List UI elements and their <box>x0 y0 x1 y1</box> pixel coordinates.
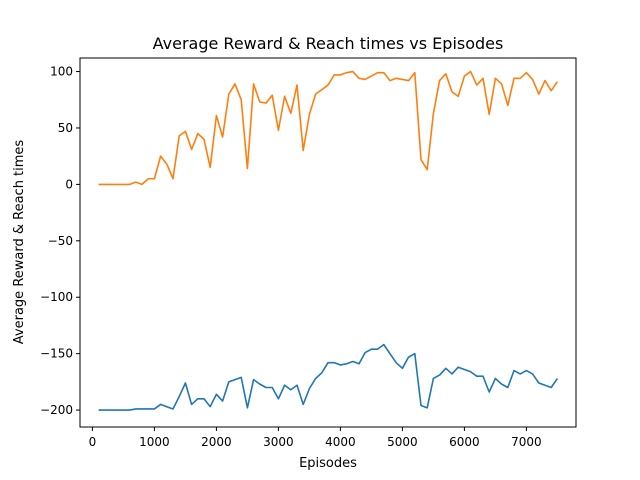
y-tick-label: −50 <box>48 234 73 248</box>
series-line-1 <box>98 343 559 411</box>
x-tick-label: 3000 <box>263 435 294 449</box>
x-axis-label: Episodes <box>299 456 357 471</box>
chart-title: Average Reward & Reach times vs Episodes <box>153 34 504 53</box>
y-tick-label: 100 <box>50 65 73 79</box>
x-tick-label: 0 <box>89 435 97 449</box>
y-axis-label: Average Reward & Reach times <box>12 140 27 345</box>
y-tick-label: 50 <box>58 121 73 135</box>
x-tick-label: 4000 <box>325 435 356 449</box>
x-tick-label: 6000 <box>449 435 480 449</box>
series-layer <box>98 70 559 411</box>
x-tick-label: 5000 <box>387 435 418 449</box>
x-tick-label: 2000 <box>201 435 232 449</box>
y-tick-label: −100 <box>40 290 73 304</box>
y-tick-label: 0 <box>65 177 73 191</box>
y-axis-ticks: −200 −150 −100 −50 0 50 100 <box>40 65 80 417</box>
y-tick-label: −200 <box>40 403 73 417</box>
x-tick-label: 1000 <box>139 435 170 449</box>
x-tick-label: 7000 <box>511 435 542 449</box>
y-tick-label: −150 <box>40 347 73 361</box>
plot-frame <box>79 57 577 428</box>
x-axis-ticks: 0 1000 2000 3000 4000 5000 6000 7000 <box>89 427 542 449</box>
series-line-2 <box>98 70 559 186</box>
